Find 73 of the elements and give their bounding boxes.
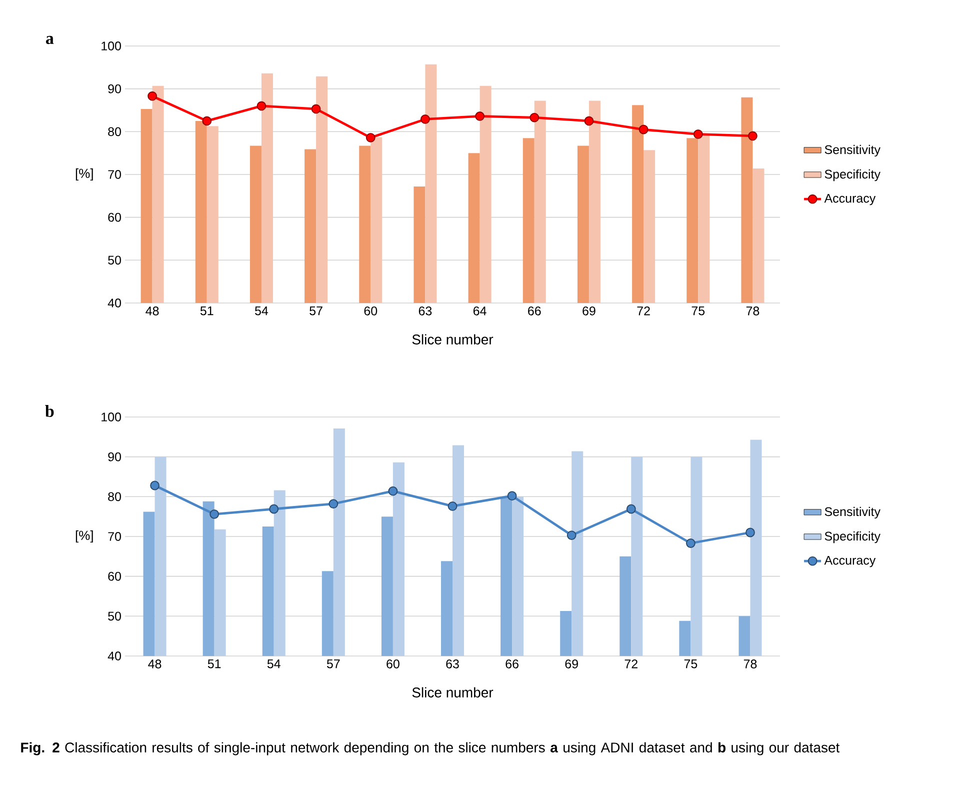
point: [311, 104, 321, 114]
x-tick-label: 63: [446, 660, 459, 668]
y-tick-label: 40: [108, 652, 121, 660]
x-axis-title: Slice number: [412, 687, 494, 698]
y-tick-label: 80: [108, 127, 122, 136]
legend-label: Accuracy: [824, 556, 876, 568]
point: [693, 130, 703, 139]
point: [686, 538, 696, 548]
y-tick-label: 60: [108, 212, 122, 222]
x-tick-label: 57: [326, 660, 340, 668]
x-tick-label: 54: [255, 306, 268, 316]
y-axis-title: [%]: [76, 168, 93, 181]
point: [566, 530, 576, 540]
x-axis-title: Slice number: [412, 334, 494, 344]
x-tick-label: 51: [208, 660, 221, 668]
point: [366, 132, 376, 142]
point: [328, 499, 338, 509]
y-tick-label: 100: [102, 42, 121, 50]
point: [150, 480, 160, 490]
point: [626, 504, 636, 514]
x-tick-label: 63: [418, 306, 432, 316]
point: [746, 528, 755, 538]
point: [584, 116, 594, 126]
y-axis-title: [%]: [76, 530, 93, 543]
x-tick-label: 51: [200, 306, 214, 316]
x-tick-label: 60: [364, 306, 378, 316]
point: [638, 124, 648, 134]
point: [448, 502, 458, 511]
x-tick-label: 75: [684, 660, 698, 668]
y-tick-label: 80: [108, 492, 121, 502]
point: [507, 491, 517, 501]
x-tick-label: 78: [744, 660, 757, 668]
point: [420, 114, 430, 124]
point: [530, 112, 540, 122]
y-tick-label: 50: [108, 612, 121, 621]
x-tick-label: 60: [386, 660, 400, 668]
x-tick-label: 66: [528, 306, 541, 316]
y-tick-label: 70: [108, 170, 122, 179]
text: Fig. 2 Classification results of single-input network depending on the slice numbers a using ADNI dataset and b using our dataset: [21, 742, 840, 756]
x-tick-label: 78: [746, 306, 760, 316]
x-tick-label: 57: [310, 306, 322, 316]
x-tick-label: 48: [148, 660, 162, 668]
y-tick-label: 90: [108, 84, 122, 94]
point: [475, 112, 484, 121]
legend-label: Specificity: [824, 531, 880, 544]
y-tick-label: 70: [108, 532, 121, 541]
x-tick-label: 69: [565, 660, 578, 668]
chart-title: a: [46, 36, 54, 44]
point: [748, 131, 758, 141]
y-tick-label: 40: [108, 298, 122, 308]
y-tick-label: 100: [102, 412, 121, 422]
point: [210, 509, 220, 519]
point: [256, 101, 266, 111]
point: [388, 486, 398, 496]
x-tick-label: 66: [506, 660, 518, 668]
chart-title: b: [45, 405, 54, 417]
legend-label: Accuracy: [824, 194, 876, 206]
x-tick-label: 69: [582, 306, 596, 316]
legend-label: Sensitivity: [824, 144, 880, 157]
legend-label: Specificity: [824, 169, 880, 182]
x-tick-label: 54: [267, 660, 280, 668]
legend-label: Sensitivity: [824, 506, 880, 519]
y-tick-label: 60: [108, 572, 121, 581]
y-tick-label: 90: [108, 452, 121, 462]
point: [148, 91, 157, 101]
point: [269, 504, 279, 514]
x-tick-label: 64: [473, 306, 486, 316]
y-tick-label: 50: [108, 256, 122, 265]
point: [202, 116, 212, 126]
x-tick-label: 72: [624, 660, 638, 668]
x-tick-label: 72: [637, 306, 650, 316]
x-tick-label: 48: [146, 306, 159, 316]
x-tick-label: 75: [692, 306, 705, 316]
